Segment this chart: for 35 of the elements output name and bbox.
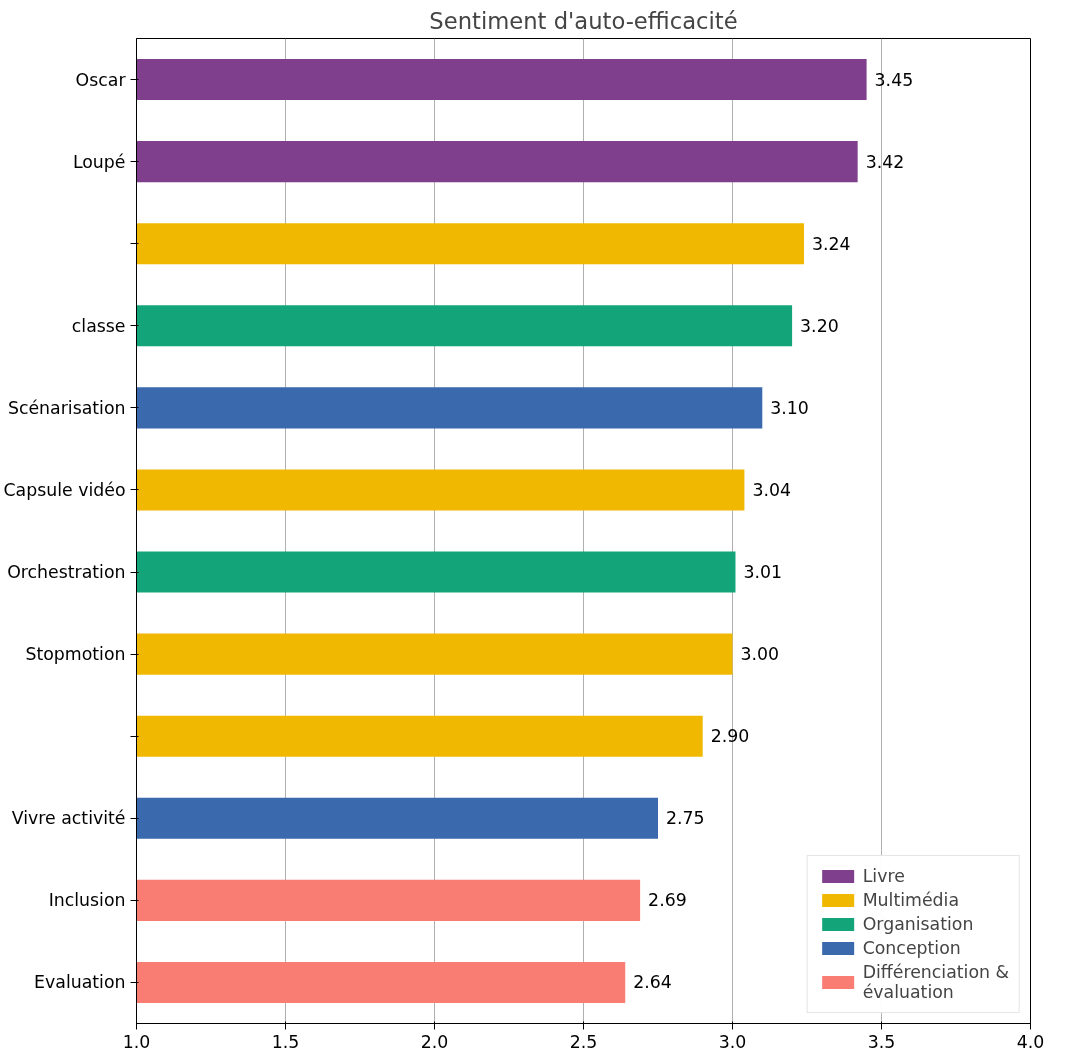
data-label: 3.00 (740, 644, 780, 665)
x-tick-label: 2.5 (569, 1031, 598, 1052)
y-tick-label: Evaluation (34, 972, 126, 993)
data-label: 2.90 (710, 726, 750, 747)
y-tick-label: Inclusion (48, 890, 126, 911)
y-tick-label: Oscar (75, 69, 127, 90)
x-tick-label: 3.0 (718, 1031, 747, 1052)
y-tick-label: Capsule vidéo (3, 479, 126, 500)
x-tick-label: 2.0 (420, 1031, 449, 1052)
legend-label: Conception (862, 938, 961, 958)
y-tick-label: Loupé (72, 151, 126, 172)
y-tick-label: classe (71, 315, 126, 336)
data-label: 3.45 (874, 69, 914, 90)
data-label: 2.64 (633, 972, 672, 993)
x-tick-label: 4.0 (1016, 1031, 1045, 1052)
y-tick-label: Orchestration (7, 562, 126, 583)
x-tick-label: 1.0 (122, 1031, 151, 1052)
legend-label: Livre (862, 866, 905, 886)
x-tick-label: 3.5 (867, 1031, 896, 1052)
y-tick-label: Vivre activité (11, 808, 126, 829)
data-label: 3.20 (800, 315, 839, 336)
chart-title: Sentiment d'auto-efficacité (429, 7, 738, 34)
x-tick-label: 1.5 (271, 1031, 300, 1052)
data-label: 3.10 (770, 397, 809, 418)
data-label: 3.24 (812, 233, 851, 254)
legend-label: Multimédia (862, 890, 960, 910)
legend-label: Organisation (862, 914, 974, 934)
data-label: 2.69 (648, 890, 687, 911)
data-label: 2.75 (666, 808, 705, 829)
legend-label: Différenciation & évaluation (862, 962, 1009, 1002)
data-label: 3.42 (865, 151, 905, 172)
y-tick-label: Stopmotion (25, 644, 126, 665)
data-label: 3.04 (752, 479, 792, 500)
y-tick-label: Scénarisation (7, 397, 126, 418)
data-label: 3.01 (743, 562, 783, 583)
